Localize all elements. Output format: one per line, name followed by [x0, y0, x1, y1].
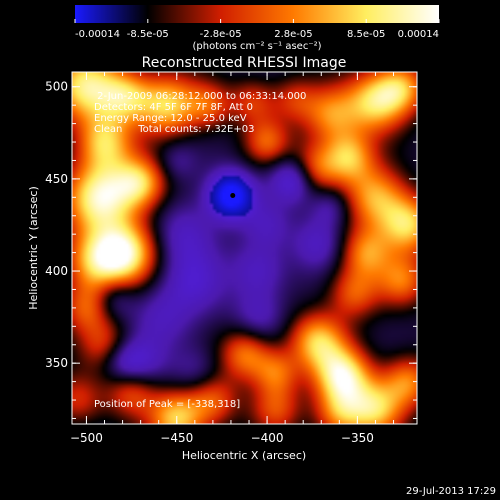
x-tick-label: −350: [341, 431, 374, 445]
annotation-line: 2-Jun-2009 06:28:12.000 to 06:33:14.000: [94, 91, 306, 102]
plot-frame: [71, 71, 418, 425]
colorbar-tick-label: 8.5e-05: [347, 29, 385, 40]
annotation-line: Clean Total counts: 7.32E+03: [94, 124, 254, 135]
colorbar-unit-label: (photons cm⁻² s⁻¹ asec⁻²): [192, 41, 321, 52]
colorbar-tick-label: -8.5e-05: [127, 29, 169, 40]
peak-marker: [230, 192, 236, 198]
y-tick-label: 450: [45, 172, 68, 186]
x-axis-ticks: −500 −450 −400 −350: [70, 72, 395, 445]
y-tick-label: 350: [45, 356, 68, 370]
colorbar: [75, 5, 439, 23]
y-axis-label: Heliocentric Y (arcsec): [27, 186, 40, 310]
colorbar-ticks: -0.00014 -8.5e-05 -2.8e-05 2.8e-05 8.5e-05 0.…: [74, 19, 440, 40]
x-tick-label: −450: [160, 431, 193, 445]
heatmap-image: [72, 72, 417, 424]
x-axis-label: Heliocentric X (arcsec): [182, 449, 306, 462]
annotation-line: Detectors: 4F 5F 6F 7F 8F, Att 0: [94, 102, 253, 113]
colorbar-tick-label: -2.8e-05: [200, 29, 242, 40]
x-tick-label: −400: [251, 431, 284, 445]
chart-title: Reconstructed RHESSI Image: [142, 55, 347, 71]
y-axis-ticks: 350 400 450 500: [45, 80, 417, 419]
y-tick-label: 500: [45, 80, 68, 94]
annotation-block: 2-Jun-2009 06:28:12.000 to 06:33:14.000D…: [94, 91, 306, 135]
annotation-line: Energy Range: 12.0 - 25.0 keV: [94, 113, 247, 124]
y-tick-label: 400: [45, 264, 68, 278]
x-tick-label: −500: [70, 431, 103, 445]
colorbar-tick-label: 2.8e-05: [274, 29, 312, 40]
colorbar-tick-label: 0.00014: [398, 29, 439, 40]
footer-date: 29-Jul-2013 17:29: [406, 486, 496, 497]
colorbar-tick-label: -0.00014: [75, 29, 120, 40]
peak-position-label: Position of Peak = [-338,318]: [94, 399, 240, 410]
